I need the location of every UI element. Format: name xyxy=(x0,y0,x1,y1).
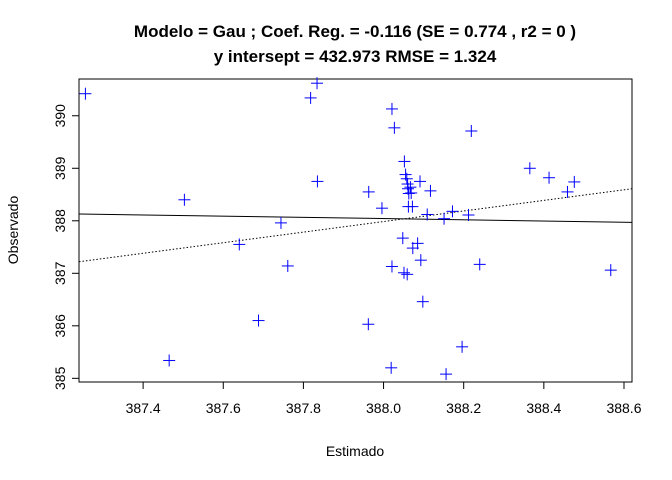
y-tick-label: 389 xyxy=(52,156,68,180)
x-tick-label: 388.2 xyxy=(446,400,481,416)
data-point xyxy=(398,155,411,168)
data-point xyxy=(79,87,92,100)
data-point xyxy=(406,200,419,213)
y-tick-label: 390 xyxy=(52,104,68,128)
plot-frame xyxy=(78,78,633,383)
x-tick-label: 387.6 xyxy=(206,400,241,416)
data-point xyxy=(178,193,191,206)
data-point xyxy=(163,354,176,367)
fit-line-solid xyxy=(78,213,633,223)
data-point xyxy=(385,260,398,273)
reference-line-dotted xyxy=(78,188,633,263)
data-point xyxy=(404,181,417,194)
data-point xyxy=(233,238,246,251)
x-tick-label: 387.8 xyxy=(286,400,321,416)
x-tick-label: 388.0 xyxy=(366,400,401,416)
data-point xyxy=(397,266,410,279)
data-point xyxy=(388,121,401,134)
data-point xyxy=(402,187,415,200)
data-point xyxy=(414,254,427,267)
data-points xyxy=(79,77,617,381)
data-point xyxy=(304,91,317,104)
y-axis: 385 386 387 388 389 390 xyxy=(52,104,80,390)
chart-title-line1: Modelo = Gau ; Coef. Reg. = -0.116 (SE =… xyxy=(134,22,576,41)
data-point xyxy=(375,202,388,215)
data-point xyxy=(424,184,437,197)
data-point xyxy=(438,212,451,225)
data-point xyxy=(561,185,574,198)
data-point xyxy=(523,162,536,175)
data-point xyxy=(274,216,287,229)
data-point xyxy=(421,208,434,221)
data-point xyxy=(396,232,409,245)
data-point xyxy=(362,185,375,198)
y-axis-label: Observado xyxy=(5,196,21,265)
data-point xyxy=(405,186,418,199)
x-tick-label: 388.4 xyxy=(526,400,561,416)
data-point xyxy=(416,295,429,308)
y-tick-label: 388 xyxy=(52,209,68,233)
data-point xyxy=(406,242,419,255)
data-point xyxy=(456,340,469,353)
data-point xyxy=(311,77,324,90)
data-point xyxy=(414,175,427,188)
data-point xyxy=(568,175,581,188)
data-point xyxy=(311,175,324,188)
data-point xyxy=(411,237,424,250)
x-axis: 387.4 387.6 387.8 388.0 388.2 388.4 388.6 xyxy=(126,381,642,416)
chart-title-line2: y intersept = 432.973 RMSE = 1.324 xyxy=(214,47,497,66)
data-point xyxy=(543,171,556,184)
data-point xyxy=(252,314,265,327)
data-point xyxy=(465,124,478,137)
data-point xyxy=(385,102,398,115)
data-point xyxy=(400,172,413,185)
data-point xyxy=(440,368,453,381)
data-point xyxy=(281,259,294,272)
data-point xyxy=(385,361,398,374)
data-point xyxy=(362,318,375,331)
data-point xyxy=(462,209,475,222)
data-point xyxy=(401,268,414,281)
x-tick-label: 388.6 xyxy=(606,400,641,416)
x-tick-label: 387.4 xyxy=(126,400,161,416)
regression-lines xyxy=(78,188,633,263)
data-point xyxy=(446,205,459,218)
data-point xyxy=(604,264,617,277)
y-tick-label: 387 xyxy=(52,261,68,285)
y-tick-label: 385 xyxy=(52,366,68,390)
y-tick-label: 386 xyxy=(52,314,68,338)
x-axis-label: Estimado xyxy=(326,443,385,459)
data-point xyxy=(473,258,486,271)
